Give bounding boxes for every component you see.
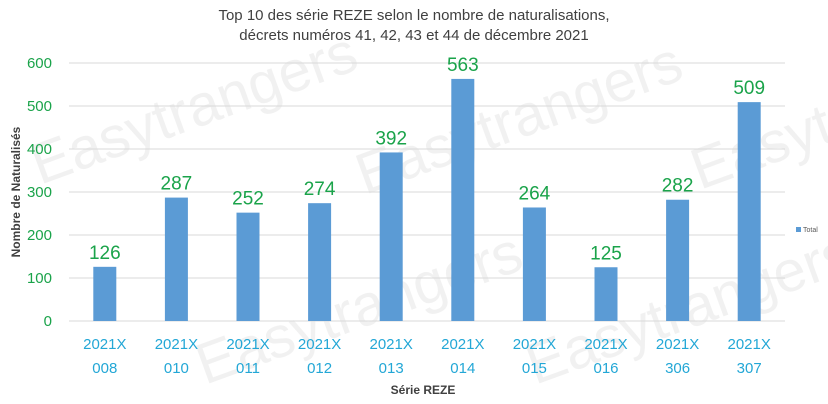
bar-5: [379, 152, 403, 321]
data-label-6: 563: [447, 55, 479, 76]
data-label-9: 282: [662, 176, 694, 197]
bars: [93, 78, 761, 321]
bar-7: [522, 207, 546, 321]
chart-title: Top 10 des série REZE selon le nombre de…: [218, 7, 609, 24]
x-tick-5-line-1: 2021X: [370, 336, 413, 353]
y-tick-600: 600: [27, 55, 52, 72]
bar-2: [164, 197, 188, 321]
x-tick-8-line-1: 2021X: [584, 336, 627, 353]
x-tick-2-line-2: 010: [164, 360, 189, 377]
data-label-7: 264: [519, 183, 551, 204]
data-label-4: 274: [304, 179, 336, 200]
y-axis-tick-labels: 0 100 200 300 400 500 600: [27, 55, 52, 330]
x-tick-6-line-2: 014: [450, 360, 475, 377]
data-labels: 126 287 252 274 392 563 264 125 282 509: [89, 55, 765, 264]
x-axis-title: Série REZE: [391, 383, 456, 397]
data-label-8: 125: [590, 243, 622, 264]
y-tick-100: 100: [27, 270, 52, 287]
x-tick-10-line-1: 2021X: [728, 336, 771, 353]
legend: Total: [796, 227, 818, 234]
bar-1: [93, 266, 117, 321]
x-tick-7-line-2: 015: [522, 360, 547, 377]
data-label-10: 509: [733, 78, 765, 99]
x-tick-9-line-2: 306: [665, 360, 690, 377]
y-axis-title: Nombre de Naturalisés: [9, 126, 23, 257]
legend-label: Total: [803, 227, 818, 234]
bar-8: [594, 267, 618, 321]
bar-6: [451, 78, 475, 321]
y-tick-200: 200: [27, 227, 52, 244]
x-tick-4-line-2: 012: [307, 360, 332, 377]
y-tick-500: 500: [27, 98, 52, 115]
bar-9: [666, 199, 690, 321]
legend-swatch: [796, 227, 801, 232]
x-tick-9-line-1: 2021X: [656, 336, 699, 353]
bar-10: [737, 102, 761, 321]
x-tick-6-line-1: 2021X: [441, 336, 484, 353]
y-tick-0: 0: [44, 313, 52, 330]
x-tick-4-line-1: 2021X: [298, 336, 341, 353]
data-label-2: 287: [161, 174, 193, 195]
x-tick-10-line-2: 307: [737, 360, 762, 377]
y-tick-300: 300: [27, 184, 52, 201]
x-tick-8-line-2: 016: [593, 360, 618, 377]
x-tick-1-line-2: 008: [92, 360, 117, 377]
x-tick-3-line-1: 2021X: [226, 336, 269, 353]
chart-subtitle: décrets numéros 41, 42, 43 et 44 de déce…: [239, 27, 588, 44]
x-tick-3-line-2: 011: [236, 360, 260, 377]
x-tick-5-line-2: 013: [379, 360, 404, 377]
x-tick-2-line-1: 2021X: [155, 336, 198, 353]
x-axis-tick-labels: 2021X 008 2021X 010 2021X 011 2021X 012 2021X 013…: [83, 336, 771, 377]
data-label-5: 392: [375, 128, 407, 149]
x-tick-7-line-1: 2021X: [513, 336, 556, 353]
x-tick-1-line-1: 2021X: [83, 336, 126, 353]
data-label-3: 252: [232, 189, 264, 210]
data-label-1: 126: [89, 243, 121, 264]
bar-4: [308, 203, 332, 321]
chart-title-block: Top 10 des série REZE selon le nombre de…: [218, 7, 609, 44]
bar-3: [236, 212, 260, 321]
gridlines: [69, 62, 785, 322]
y-tick-400: 400: [27, 141, 52, 158]
